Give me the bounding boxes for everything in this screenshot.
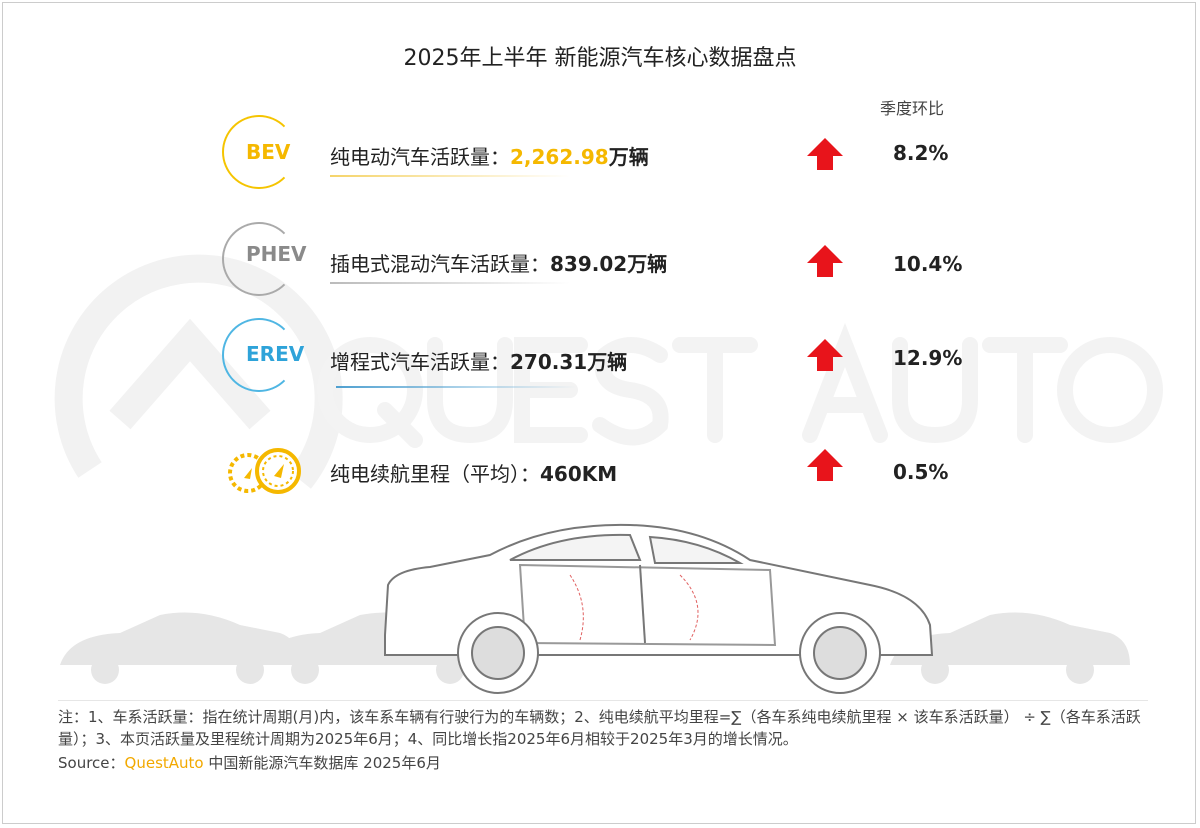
bev-badge-ring — [222, 115, 296, 189]
phev-label-text: 插电式混动汽车活跃量： — [330, 252, 550, 276]
bev-label-text: 纯电动汽车活跃量： — [330, 145, 510, 169]
car-illustration — [60, 523, 1130, 694]
up-arrow-icon — [807, 339, 843, 371]
main-car — [384, 523, 934, 694]
row-erev: EREV 增程式汽车活跃量：270.31万辆 12.9% — [0, 316, 1200, 396]
erev-unit: 万辆 — [587, 350, 628, 374]
phev-value: 839.02 — [550, 252, 628, 276]
range-value: 460KM — [540, 462, 618, 486]
phev-badge-ring — [222, 222, 296, 296]
up-arrow-icon — [807, 449, 843, 481]
phev-underline — [330, 282, 570, 284]
erev-label-text: 增程式汽车活跃量： — [330, 350, 510, 374]
phev-label: 插电式混动汽车活跃量：839.02万辆 — [330, 248, 667, 277]
bev-unit: 万辆 — [608, 145, 649, 169]
footnote: 注：1、车系活跃量：指在统计周期(月)内，该车系车辆有行驶行为的车辆数；2、纯电… — [58, 708, 1141, 748]
bev-underline — [330, 175, 570, 177]
source-prefix: Source： — [58, 754, 125, 772]
erev-badge: EREV — [246, 342, 305, 366]
bev-change: 8.2% — [893, 141, 949, 165]
source-suffix: 中国新能源汽车数据库 2025年6月 — [203, 754, 441, 772]
source-line: Source：QuestAuto 中国新能源汽车数据库 2025年6月 — [58, 752, 1158, 774]
divider — [58, 700, 1148, 701]
erev-underline — [336, 386, 576, 388]
column-header-qoq: 季度环比 — [880, 99, 945, 118]
erev-label: 增程式汽车活跃量：270.31万辆 — [330, 346, 627, 375]
bev-value: 2,262.98 — [510, 145, 609, 169]
bev-badge: BEV — [246, 140, 291, 164]
source-brand: QuestAuto — [124, 754, 204, 772]
range-label-text: 纯电续航里程（平均）： — [330, 462, 540, 486]
range-label: 纯电续航里程（平均）：460KM — [330, 458, 617, 487]
erev-change: 12.9% — [893, 346, 963, 370]
phev-change: 10.4% — [893, 252, 963, 276]
speedometer-icon — [228, 448, 301, 494]
up-arrow-icon — [807, 245, 843, 277]
erev-value: 270.31 — [510, 350, 588, 374]
footer: 注：1、车系活跃量：指在统计周期(月)内，该车系车辆有行驶行为的车辆数；2、纯电… — [58, 706, 1158, 774]
row-phev: PHEV 插电式混动汽车活跃量：839.02万辆 10.4% — [0, 220, 1200, 300]
range-change: 0.5% — [893, 460, 949, 484]
up-arrow-icon — [807, 138, 843, 170]
row-range: 纯电续航里程（平均）：460KM 0.5% — [0, 430, 1200, 510]
bev-label: 纯电动汽车活跃量：2,262.98万辆 — [330, 141, 649, 170]
erev-badge-ring — [222, 318, 296, 392]
phev-badge: PHEV — [246, 242, 307, 266]
row-bev: BEV 纯电动汽车活跃量：2,262.98万辆 8.2% — [0, 113, 1200, 193]
phev-unit: 万辆 — [627, 252, 668, 276]
page-title: 2025年上半年 新能源汽车核心数据盘点 — [403, 46, 797, 71]
